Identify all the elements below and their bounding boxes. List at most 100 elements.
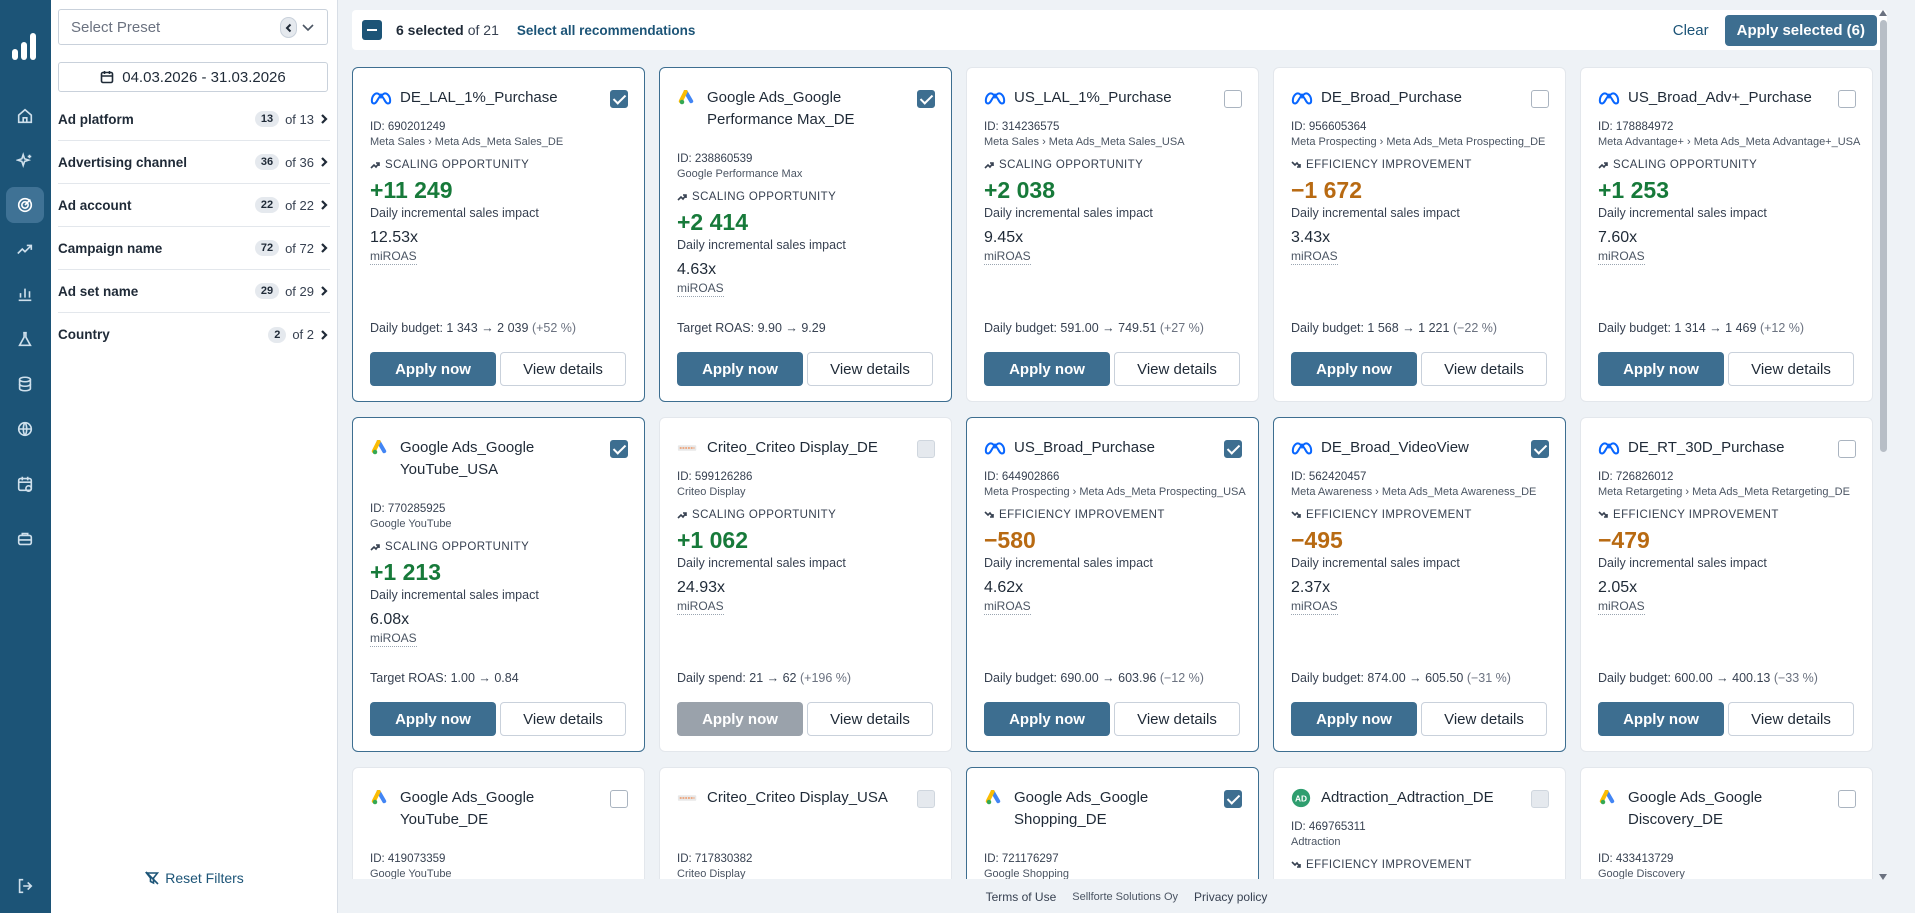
filter-ad-platform[interactable]: Ad platform 13 of 13 <box>58 98 330 141</box>
target-icon[interactable] <box>6 187 44 223</box>
scroll-up-icon[interactable] <box>1879 10 1887 16</box>
campaign-title[interactable]: DE_LAL_1%_Purchase <box>400 89 558 106</box>
filter-campaign-name[interactable]: Campaign name 72 of 72 <box>58 227 330 270</box>
card-checkbox[interactable] <box>610 790 628 808</box>
roas-label[interactable]: miROAS <box>370 249 417 265</box>
view-details-button[interactable]: View details <box>1421 702 1547 736</box>
recommendation-card[interactable]: US_Broad_Adv+_Purchase ID: 178884972 Meta … <box>1580 67 1873 402</box>
card-checkbox[interactable] <box>1838 90 1856 108</box>
card-checkbox[interactable] <box>917 90 935 108</box>
card-checkbox[interactable] <box>1531 90 1549 108</box>
view-details-button[interactable]: View details <box>807 352 933 386</box>
sparkle-icon[interactable] <box>14 150 36 172</box>
date-range-picker[interactable]: 04.03.2026 - 31.03.2026 <box>58 62 328 92</box>
home-icon[interactable] <box>14 105 36 127</box>
logout-icon[interactable] <box>14 875 36 897</box>
campaign-title[interactable]: US_Broad_Purchase <box>1014 439 1155 456</box>
bar-chart-icon[interactable] <box>14 283 36 305</box>
terms-link[interactable]: Terms of Use <box>985 889 1057 904</box>
recommendation-card[interactable]: DE_LAL_1%_Purchase ID: 690201249 Meta Sale… <box>352 67 645 402</box>
calendar-clock-icon[interactable] <box>14 473 36 495</box>
trend-icon[interactable] <box>14 238 36 260</box>
card-checkbox[interactable] <box>610 440 628 458</box>
roas-label[interactable]: miROAS <box>370 631 417 647</box>
campaign-title[interactable]: DE_Broad_Purchase <box>1321 89 1462 106</box>
card-checkbox[interactable] <box>1838 440 1856 458</box>
card-checkbox[interactable] <box>1224 790 1242 808</box>
recommendation-card[interactable]: Criteo_Criteo Display_USA ID: 717830382 Cr… <box>659 767 952 879</box>
card-checkbox[interactable] <box>610 90 628 108</box>
select-all-link[interactable]: Select all recommendations <box>516 22 696 38</box>
roas-label[interactable]: miROAS <box>677 281 724 297</box>
scrollbar-thumb[interactable] <box>1880 20 1887 452</box>
reset-filters-button[interactable]: Reset Filters <box>51 870 338 886</box>
recommendation-card[interactable]: Criteo_Criteo Display_DE ID: 599126286 Cri… <box>659 417 952 752</box>
campaign-title[interactable]: Criteo_Criteo Display_DE <box>707 439 878 456</box>
recommendation-card[interactable]: DE_Broad_VideoView ID: 562420457 Meta Awar… <box>1273 417 1566 752</box>
scroll-down-icon[interactable] <box>1879 874 1887 880</box>
roas-label[interactable]: miROAS <box>1598 249 1645 265</box>
select-all-checkbox[interactable] <box>362 20 382 40</box>
view-details-button[interactable]: View details <box>1114 352 1240 386</box>
apply-now-button[interactable]: Apply now <box>370 352 496 386</box>
apply-selected-button[interactable]: Apply selected (6) <box>1724 14 1877 46</box>
filter-country[interactable]: Country 2 of 2 <box>58 313 330 356</box>
campaign-title[interactable]: DE_Broad_VideoView <box>1321 439 1469 456</box>
recommendation-card[interactable]: US_Broad_Purchase ID: 644902866 Meta Prosp… <box>966 417 1259 752</box>
view-details-button[interactable]: View details <box>1728 352 1854 386</box>
campaign-title[interactable]: US_LAL_1%_Purchase <box>1014 89 1172 106</box>
app-logo-icon[interactable] <box>10 30 40 62</box>
filter-advertising-channel[interactable]: Advertising channel 36 of 36 <box>58 141 330 184</box>
view-details-button[interactable]: View details <box>807 702 933 736</box>
filter-ad-account[interactable]: Ad account 22 of 22 <box>58 184 330 227</box>
campaign-title[interactable]: DE_RT_30D_Purchase <box>1628 439 1785 456</box>
roas-label[interactable]: miROAS <box>677 599 724 615</box>
recommendation-card[interactable]: DE_RT_30D_Purchase ID: 726826012 Meta Reta… <box>1580 417 1873 752</box>
briefcase-icon[interactable] <box>14 528 36 550</box>
campaign-title[interactable]: Adtraction_Adtraction_DE <box>1321 789 1494 806</box>
campaign-title[interactable]: US_Broad_Adv+_Purchase <box>1628 89 1812 106</box>
scrollbar[interactable] <box>1878 10 1888 880</box>
card-checkbox[interactable] <box>1838 790 1856 808</box>
view-details-button[interactable]: View details <box>500 702 626 736</box>
database-icon[interactable] <box>14 373 36 395</box>
campaign-title[interactable]: Google Ads_Google Performance Max_DE <box>707 89 855 128</box>
card-checkbox[interactable] <box>1224 440 1242 458</box>
apply-now-button[interactable]: Apply now <box>370 702 496 736</box>
card-checkbox[interactable] <box>1224 90 1242 108</box>
roas-label[interactable]: miROAS <box>1291 249 1338 265</box>
apply-now-button[interactable]: Apply now <box>1598 352 1724 386</box>
apply-now-button[interactable]: Apply now <box>1291 352 1417 386</box>
clear-button[interactable]: Clear <box>1672 21 1709 39</box>
globe-icon[interactable] <box>14 418 36 440</box>
recommendation-card[interactable]: Google Ads_Google Shopping_DE ID: 7211762… <box>966 767 1259 879</box>
recommendation-card[interactable]: Google Ads_Google YouTube_USA ID: 7702859… <box>352 417 645 752</box>
recommendation-card[interactable]: AD Adtraction_Adtraction_DE ID: 469765311 A… <box>1273 767 1566 879</box>
view-details-button[interactable]: View details <box>1421 352 1547 386</box>
recommendation-card[interactable]: Google Ads_Google Performance Max_DE ID: … <box>659 67 952 402</box>
recommendation-card[interactable]: Google Ads_Google YouTube_DE ID: 41907335… <box>352 767 645 879</box>
apply-now-button[interactable]: Apply now <box>984 352 1110 386</box>
apply-now-button[interactable]: Apply now <box>1291 702 1417 736</box>
campaign-title[interactable]: Google Ads_Google YouTube_DE <box>400 789 535 828</box>
apply-now-button[interactable]: Apply now <box>1598 702 1724 736</box>
campaign-title[interactable]: Google Ads_Google Discovery_DE <box>1628 789 1763 828</box>
view-details-button[interactable]: View details <box>1114 702 1240 736</box>
apply-now-button[interactable]: Apply now <box>677 352 803 386</box>
roas-label[interactable]: miROAS <box>1598 599 1645 615</box>
card-checkbox[interactable] <box>1531 440 1549 458</box>
recommendation-card[interactable]: Google Ads_Google Discovery_DE ID: 433413… <box>1580 767 1873 879</box>
campaign-title[interactable]: Google Ads_Google YouTube_USA <box>400 439 535 478</box>
preset-select[interactable]: Select Preset <box>58 9 328 45</box>
campaign-title[interactable]: Criteo_Criteo Display_USA <box>707 789 888 806</box>
roas-label[interactable]: miROAS <box>984 599 1031 615</box>
roas-label[interactable]: miROAS <box>1291 599 1338 615</box>
view-details-button[interactable]: View details <box>1728 702 1854 736</box>
roas-label[interactable]: miROAS <box>984 249 1031 265</box>
privacy-link[interactable]: Privacy policy <box>1194 889 1268 904</box>
recommendation-card[interactable]: DE_Broad_Purchase ID: 956605364 Meta Prosp… <box>1273 67 1566 402</box>
apply-now-button[interactable]: Apply now <box>984 702 1110 736</box>
collapse-panel-button[interactable] <box>280 17 297 38</box>
recommendation-card[interactable]: US_LAL_1%_Purchase ID: 314236575 Meta Sale… <box>966 67 1259 402</box>
flask-icon[interactable] <box>14 328 36 350</box>
